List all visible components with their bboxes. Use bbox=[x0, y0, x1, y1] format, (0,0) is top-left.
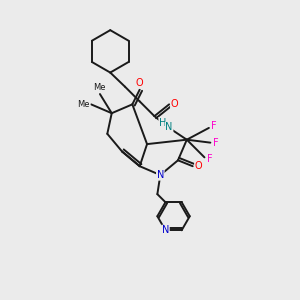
Text: O: O bbox=[171, 99, 178, 110]
Text: Me: Me bbox=[77, 100, 90, 109]
Text: N: N bbox=[157, 170, 164, 180]
Text: F: F bbox=[212, 122, 217, 131]
Text: F: F bbox=[213, 138, 219, 148]
Text: O: O bbox=[195, 161, 203, 171]
Text: F: F bbox=[207, 154, 213, 164]
Text: N: N bbox=[166, 122, 173, 132]
Text: Me: Me bbox=[93, 83, 106, 92]
Text: N: N bbox=[162, 225, 169, 235]
Text: O: O bbox=[136, 78, 143, 88]
Text: H: H bbox=[159, 118, 166, 128]
